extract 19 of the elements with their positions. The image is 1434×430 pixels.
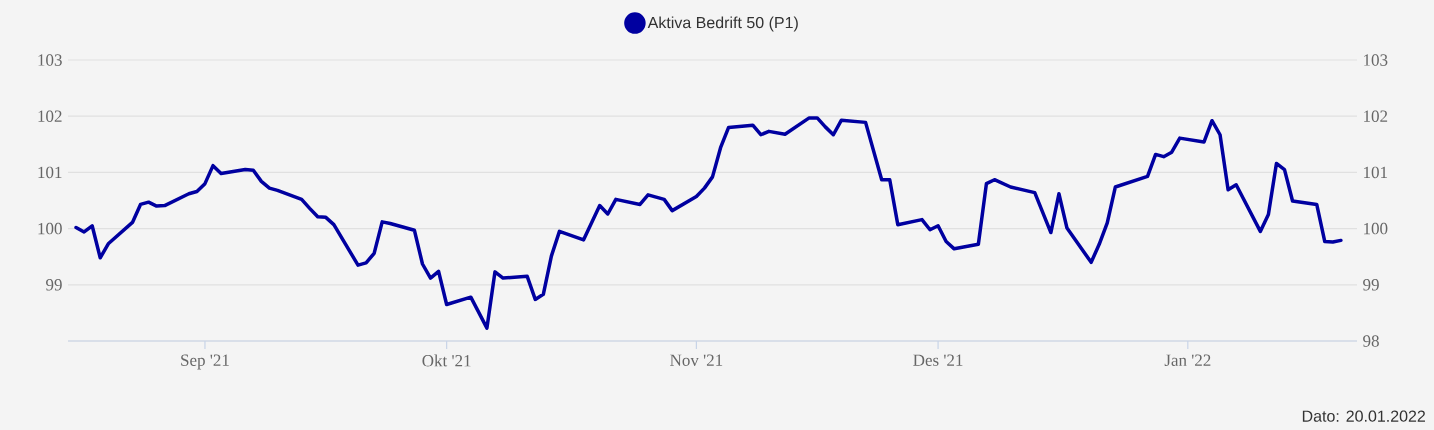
text: Dato: 20.01.2022 — [1302, 410, 1425, 422]
y2-tick-label: 99 — [1363, 279, 1379, 291]
y-tick-label: 101 — [38, 166, 62, 179]
x-tick-label: Jan '22 — [1164, 354, 1211, 366]
y-tick-label: 99 — [46, 279, 62, 291]
y2-tick-label: 100 — [1364, 222, 1388, 235]
y2-tick-label: 102 — [1364, 110, 1388, 122]
y-tick-label: 102 — [38, 110, 62, 122]
y2-tick-label: 98 — [1363, 335, 1379, 347]
y2-tick-label: 101 — [1364, 166, 1388, 179]
y-tick-label: 103 — [38, 54, 62, 66]
line-series — [74, 116, 1343, 330]
x-tick-label: Sep '21 — [181, 354, 229, 370]
x-tick-label: Nov '21 — [670, 354, 723, 366]
y2-tick-label: 103 — [1364, 54, 1388, 66]
y-tick-label: 100 — [38, 222, 62, 235]
legend-label: Aktiva Bedrift 50 (P1) — [647, 16, 798, 32]
x-tick-label: Des '21 — [913, 354, 963, 366]
x-tick-label: Okt '21 — [422, 354, 471, 367]
